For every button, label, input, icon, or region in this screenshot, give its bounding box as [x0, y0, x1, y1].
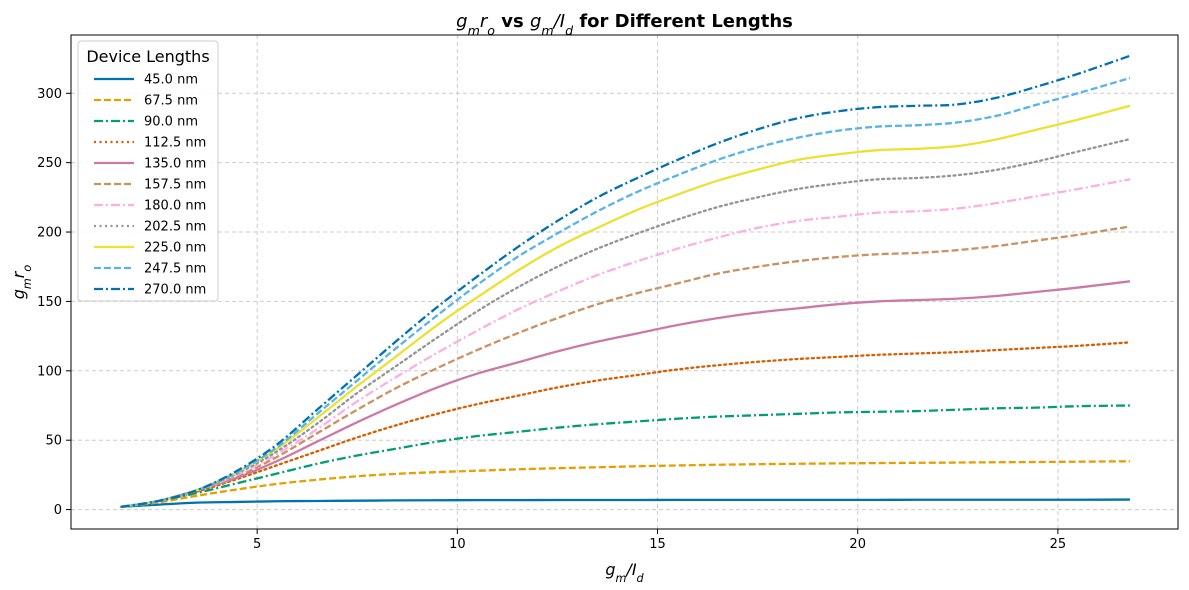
legend-label-9: 247.5 nm — [144, 262, 206, 277]
legend-items: 45.0 nm 67.5 nm 90.0 nm 112.5 nm 135.0 nm 157… — [94, 73, 206, 298]
plot-frame — [70, 34, 1179, 530]
x-tick-label: 20 — [849, 537, 866, 552]
series-lines — [119, 54, 1132, 508]
series-line-4 — [120, 280, 1131, 508]
x-tick-label: 25 — [1050, 537, 1067, 552]
legend-label-6: 180.0 nm — [144, 199, 206, 214]
x-axis-label: gm/Id — [605, 560, 644, 585]
series-line-5 — [120, 225, 1131, 508]
y-axis-label: gmro — [9, 265, 34, 300]
y-tick-label: 250 — [37, 156, 62, 171]
y-tick-label: 100 — [37, 364, 62, 379]
legend-title: Device Lengths — [86, 47, 209, 66]
series-line-10 — [120, 54, 1131, 508]
legend-label-2: 90.0 nm — [144, 115, 198, 130]
legend-label-4: 135.0 nm — [144, 157, 206, 172]
legend: Device Lengths 45.0 nm 67.5 nm 90.0 nm 112.… — [77, 40, 219, 302]
series-line-9 — [120, 76, 1131, 508]
y-tick-label: 150 — [37, 295, 62, 310]
x-tick-label: 5 — [253, 537, 261, 552]
legend-label-0: 45.0 nm — [144, 73, 198, 88]
series-line-2 — [120, 404, 1130, 508]
legend-label-7: 202.5 nm — [144, 220, 206, 235]
legend-label-10: 270.0 nm — [144, 283, 206, 298]
grid-lines — [71, 35, 1178, 529]
series-line-8 — [120, 104, 1131, 508]
series-line-7 — [119, 137, 1132, 508]
series-line-3 — [119, 341, 1132, 508]
x-tick-label: 15 — [649, 537, 666, 552]
legend-label-5: 157.5 nm — [144, 178, 206, 193]
y-axis-ticks: 0 50 100 150 200 250 300 — [37, 87, 71, 518]
series-line-0 — [120, 498, 1130, 508]
series-line-1 — [120, 460, 1130, 508]
x-tick-label: 10 — [449, 537, 466, 552]
y-tick-label: 200 — [37, 226, 62, 241]
legend-label-1: 67.5 nm — [144, 94, 198, 109]
legend-label-3: 112.5 nm — [144, 136, 206, 151]
y-tick-label: 50 — [45, 434, 62, 449]
y-tick-label: 300 — [37, 87, 62, 102]
x-axis-ticks: 5 10 15 20 25 — [253, 529, 1066, 552]
y-tick-label: 0 — [54, 503, 62, 518]
legend-box — [77, 40, 219, 302]
chart-title: gmro vs gm/Id for Different Lengths — [456, 11, 793, 38]
legend-label-8: 225.0 nm — [144, 241, 206, 256]
